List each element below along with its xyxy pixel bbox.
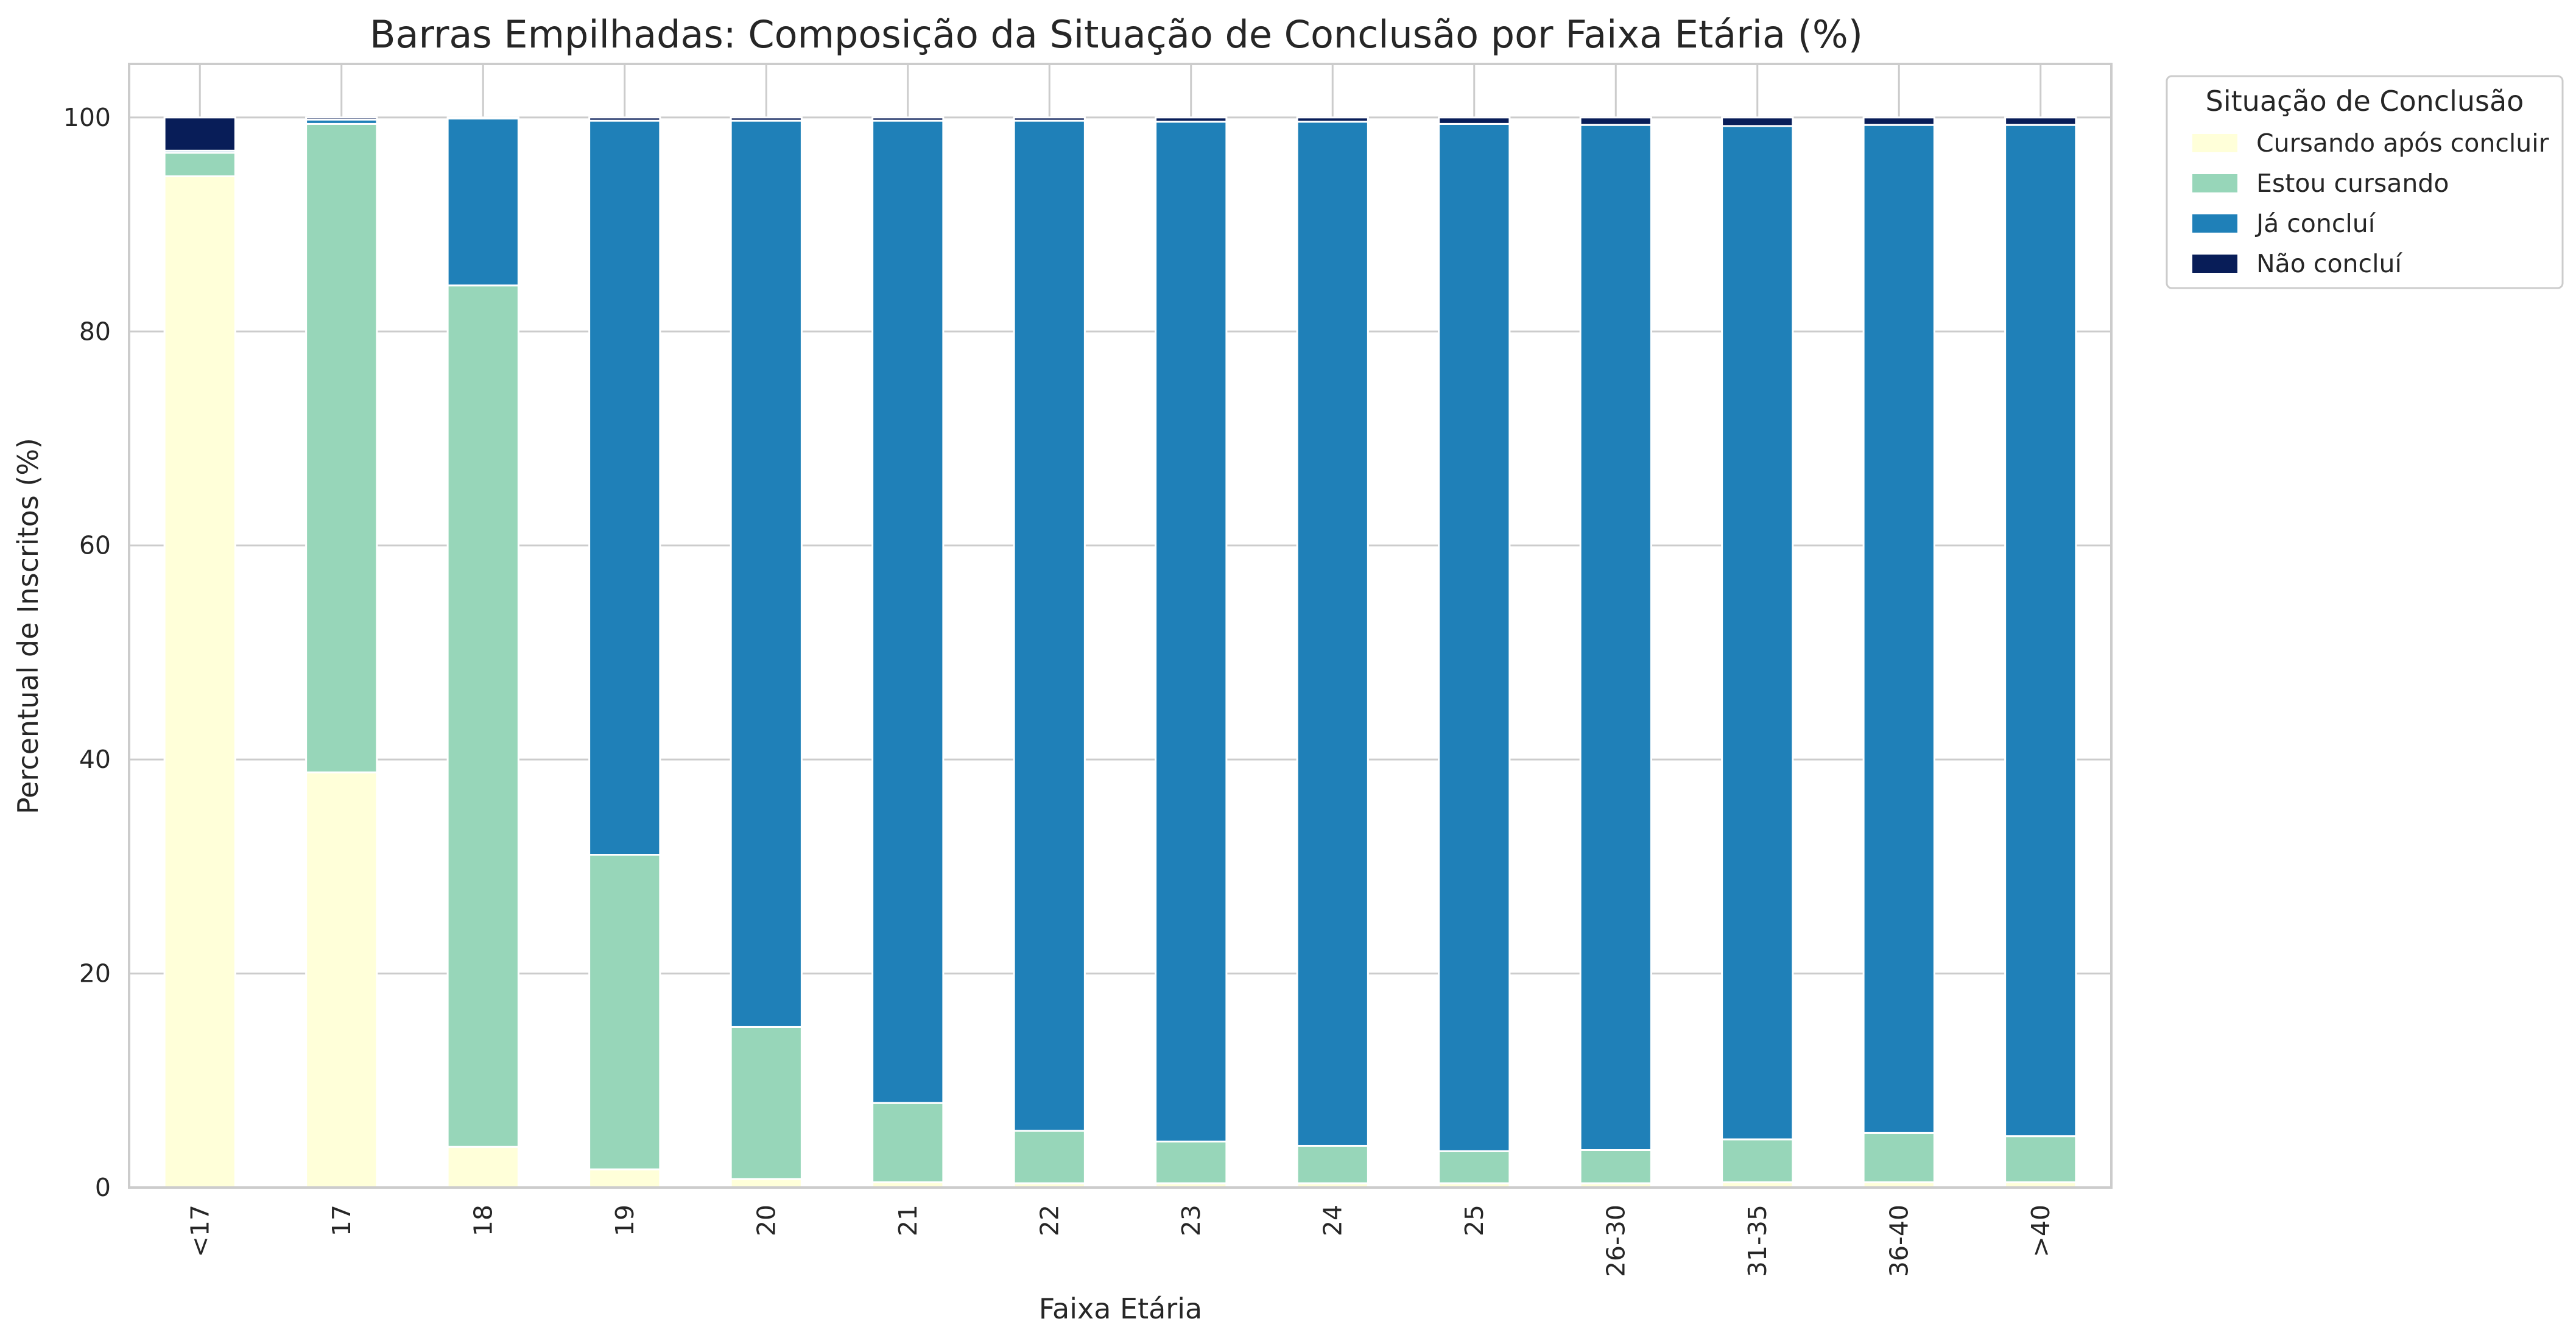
bar-segment bbox=[588, 116, 661, 122]
legend-item-label: Não concluí bbox=[2256, 249, 2402, 278]
bar-segment bbox=[1296, 1144, 1369, 1184]
bar-segment bbox=[305, 122, 378, 773]
gridlines bbox=[129, 64, 2111, 1189]
bar-segment bbox=[163, 175, 236, 1189]
bar-segment bbox=[1862, 116, 1935, 126]
bar-segment bbox=[1013, 1130, 1086, 1184]
x-tick-label: 25 bbox=[1460, 1205, 1489, 1236]
legend-swatch bbox=[2192, 174, 2237, 192]
legend-swatch bbox=[2192, 214, 2237, 233]
legend-swatch bbox=[2192, 134, 2237, 152]
bar-segment bbox=[1296, 121, 1369, 1147]
plot-frame bbox=[128, 63, 2113, 1189]
bar-segment bbox=[1721, 116, 1794, 127]
x-tick-label: 21 bbox=[893, 1205, 923, 1236]
y-axis-label: Percentual de Inscritos (%) bbox=[12, 438, 44, 814]
bars bbox=[163, 116, 2077, 1189]
bar-segment bbox=[1579, 124, 1652, 1152]
x-tick-label: <17 bbox=[185, 1205, 214, 1258]
bar-segment bbox=[1721, 125, 1794, 1141]
bar-segment bbox=[730, 1178, 803, 1189]
y-tick-label: 40 bbox=[79, 745, 111, 774]
y-tick-label: 0 bbox=[95, 1173, 111, 1202]
bar-segment bbox=[588, 119, 661, 856]
legend-frame bbox=[2166, 75, 2564, 289]
x-axis-label: Faixa Etária bbox=[1039, 1292, 1202, 1325]
bar-segment bbox=[1579, 1149, 1652, 1184]
legend: Situação de Conclusão Cursando após conc… bbox=[2166, 75, 2564, 289]
y-ticks: 0 20 40 60 80 100 bbox=[63, 103, 111, 1202]
bar-segment bbox=[446, 118, 519, 287]
x-tick-label: 17 bbox=[327, 1205, 356, 1236]
bar-segment bbox=[2004, 124, 2077, 1138]
bar-segment bbox=[163, 116, 236, 152]
bar-segment bbox=[588, 1168, 661, 1189]
bar-segment bbox=[1155, 116, 1228, 123]
bar-segment bbox=[1721, 1138, 1794, 1183]
bar-segment bbox=[2004, 116, 2077, 126]
bar-segment bbox=[1438, 1150, 1511, 1184]
y-tick-label: 80 bbox=[79, 317, 111, 346]
bar-segment bbox=[1155, 1140, 1228, 1184]
x-tick-label: >40 bbox=[2026, 1205, 2055, 1258]
legend-item-label: Já concluí bbox=[2254, 209, 2376, 238]
bar-segment bbox=[305, 771, 378, 1189]
chart-title: Barras Empilhadas: Composição da Situaçã… bbox=[370, 12, 1863, 57]
x-tick-label: 36-40 bbox=[1884, 1205, 1913, 1277]
bar-segment bbox=[730, 1026, 803, 1180]
bar-segment bbox=[871, 116, 945, 122]
bar-segment bbox=[163, 152, 236, 177]
x-tick-label: 23 bbox=[1177, 1205, 1206, 1236]
bar-segment bbox=[446, 1146, 519, 1189]
bar-segment bbox=[305, 116, 378, 121]
bar-segment bbox=[1438, 122, 1511, 1152]
bar-segment bbox=[871, 1102, 945, 1183]
bar-segment bbox=[1013, 119, 1086, 1132]
bar-segment bbox=[2004, 1135, 2077, 1183]
bar-segment bbox=[1438, 116, 1511, 125]
x-tick-label: 26-30 bbox=[1601, 1205, 1630, 1277]
bar-segment bbox=[446, 284, 519, 1148]
legend-item-label: Estou cursando bbox=[2256, 169, 2449, 198]
x-tick-label: 31-35 bbox=[1743, 1205, 1772, 1277]
bar-segment bbox=[446, 116, 519, 120]
x-ticks: <17 17 18 19 20 21 22 23 24 25 26-30 31-35 36-40 >40 bbox=[185, 1205, 2055, 1277]
legend-title: Situação de Conclusão bbox=[2206, 85, 2524, 118]
legend-item-label: Cursando após concluir bbox=[2256, 128, 2549, 158]
bar-segment bbox=[1155, 121, 1228, 1142]
bar-segment bbox=[1013, 116, 1086, 122]
bar-segment bbox=[1579, 116, 1652, 126]
bar-segment bbox=[1862, 124, 1935, 1134]
bar-segment bbox=[588, 854, 661, 1170]
x-tick-label: 18 bbox=[468, 1205, 498, 1236]
y-tick-label: 60 bbox=[79, 531, 111, 560]
x-tick-label: 19 bbox=[610, 1205, 639, 1236]
x-tick-label: 22 bbox=[1035, 1205, 1064, 1236]
x-tick-label: 20 bbox=[751, 1205, 781, 1236]
legend-swatch bbox=[2192, 255, 2237, 273]
bar-segment bbox=[1296, 116, 1369, 123]
bar-segment bbox=[1862, 1132, 1935, 1183]
bar-segment bbox=[871, 119, 945, 1104]
bar-segment bbox=[730, 116, 803, 122]
y-tick-label: 100 bbox=[63, 103, 111, 132]
y-tick-label: 20 bbox=[79, 959, 111, 988]
x-tick-label: 24 bbox=[1318, 1205, 1347, 1236]
bar-segment bbox=[730, 119, 803, 1028]
